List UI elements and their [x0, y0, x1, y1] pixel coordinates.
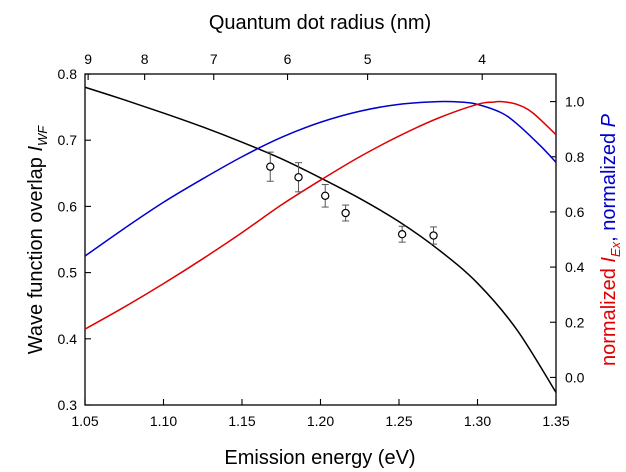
series-line-2 [84, 100, 557, 330]
x-bottom-tick-label: 1.15 [228, 413, 255, 429]
x-top-tick-label: 8 [141, 51, 149, 67]
y-right-title-italic1: I [598, 257, 620, 263]
y-left-tick-label: 0.8 [58, 66, 78, 82]
y-left-tick-label: 0.5 [58, 265, 78, 281]
top-axis: 9 8 7 6 5 4 [84, 51, 486, 80]
series-line-1 [84, 100, 557, 257]
y-right-tick-label: 0.0 [565, 369, 585, 385]
x-bottom-tick-label: 1.20 [307, 413, 334, 429]
data-point [397, 230, 407, 239]
y-left-title-sub: WF [35, 125, 50, 146]
x-axis-bottom-title: Emission energy (eV) [224, 447, 415, 469]
bottom-axis: 1.05 1.10 1.15 1.20 1.25 1.30 1.35 [71, 399, 570, 429]
y-axis-left-title: Wave function overlap IWF [25, 125, 50, 355]
left-axis: 0.3 0.4 0.5 0.6 0.7 0.8 [58, 66, 91, 413]
y-axis-right-title: normalized IEx, normalized P [598, 113, 623, 366]
right-axis: 0.0 0.2 0.4 0.6 0.8 1.0 [550, 94, 585, 385]
y-right-title-sub1: Ex [608, 241, 623, 257]
plot-area [84, 73, 557, 406]
x-top-tick-label: 6 [284, 51, 292, 67]
y-right-tick-label: 0.4 [565, 259, 585, 275]
y-left-tick-label: 0.7 [58, 132, 78, 148]
y-right-title-part1: normalized [598, 263, 620, 366]
y-right-title-part2: , normalized [598, 127, 620, 242]
plot-frame [84, 73, 557, 406]
y-right-tick-label: 0.2 [565, 314, 585, 330]
x-bottom-tick-label: 1.25 [385, 413, 412, 429]
x-top-tick-label: 5 [364, 51, 372, 67]
x-bottom-tick-label: 1.30 [464, 413, 491, 429]
x-bottom-tick-label: 1.35 [542, 413, 569, 429]
x-bottom-tick-label: 1.05 [71, 413, 98, 429]
x-top-tick-label: 4 [478, 51, 486, 67]
y-left-tick-label: 0.4 [58, 331, 78, 347]
x-top-tick-label: 9 [84, 51, 92, 67]
y-left-title-main: Wave function overlap [25, 152, 47, 355]
x-axis-top-title: Quantum dot radius (nm) [209, 12, 431, 34]
y-left-tick-label: 0.6 [58, 198, 78, 214]
y-right-tick-label: 1.0 [565, 94, 585, 110]
y-right-tick-label: 0.6 [565, 204, 585, 220]
y-left-title-italic: I [25, 146, 47, 152]
data-point [294, 173, 303, 182]
data-markers [266, 151, 438, 245]
x-top-tick-label: 7 [210, 51, 218, 67]
data-point [341, 208, 350, 218]
data-point [321, 191, 330, 201]
data-point [429, 231, 438, 240]
x-bottom-tick-label: 1.10 [150, 413, 177, 429]
y-right-title-italic2: P [598, 113, 620, 127]
series-layer [84, 86, 557, 393]
y-right-tick-label: 0.8 [565, 149, 585, 165]
data-point [266, 162, 275, 171]
y-left-tick-label: 0.3 [58, 397, 78, 413]
series-line-0 [84, 86, 557, 393]
